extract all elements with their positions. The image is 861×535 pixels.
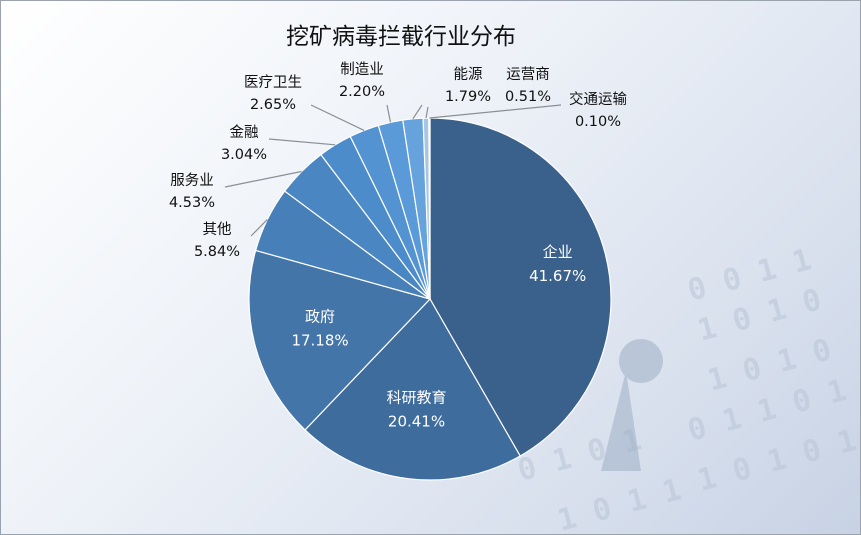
slice-label-name: 政府	[305, 307, 335, 325]
slice-label-name: 企业	[543, 243, 573, 261]
slice-label-name: 金融	[230, 124, 259, 141]
slice-label-name: 其他	[203, 221, 232, 238]
slice-label-value: 17.18%	[291, 331, 348, 349]
slice-label-value: 20.41%	[388, 412, 445, 430]
slice-label-name: 科研教育	[387, 388, 447, 406]
slice-label-name: 医疗卫生	[244, 74, 302, 91]
leader-line	[412, 104, 423, 120]
pie-slice-2	[304, 298, 521, 481]
slice-label-value: 2.20%	[339, 84, 385, 100]
leader-line	[250, 218, 268, 237]
slice-label-value: 5.84%	[194, 244, 240, 260]
leader-line	[224, 170, 302, 188]
slice-label-name: 能源	[454, 66, 483, 83]
slice-label-value: 0.51%	[505, 89, 551, 105]
chart-title: 挖矿病毒拦截行业分布	[286, 24, 516, 50]
pie-slice-1	[429, 117, 612, 457]
slice-label-name: 服务业	[170, 172, 214, 189]
pie-slice-3	[248, 249, 432, 431]
slice-label-value: 3.04%	[221, 147, 267, 163]
leader-line	[386, 104, 392, 123]
slice-label-name: 制造业	[340, 61, 384, 78]
slice-label-value: 0.10%	[575, 114, 621, 130]
slice-label-name: 交通运输	[569, 90, 627, 108]
slice-label-value: 4.53%	[169, 195, 215, 211]
slice-label-value: 2.65%	[250, 97, 296, 113]
leader-line	[429, 104, 562, 119]
slice-label-value: 1.79%	[445, 89, 491, 105]
slice-label-value: 41.67%	[529, 267, 586, 285]
slice-label-name: 运营商	[506, 66, 550, 83]
leader-line	[425, 106, 429, 119]
leader-line	[310, 104, 365, 131]
leader-line	[268, 138, 336, 146]
